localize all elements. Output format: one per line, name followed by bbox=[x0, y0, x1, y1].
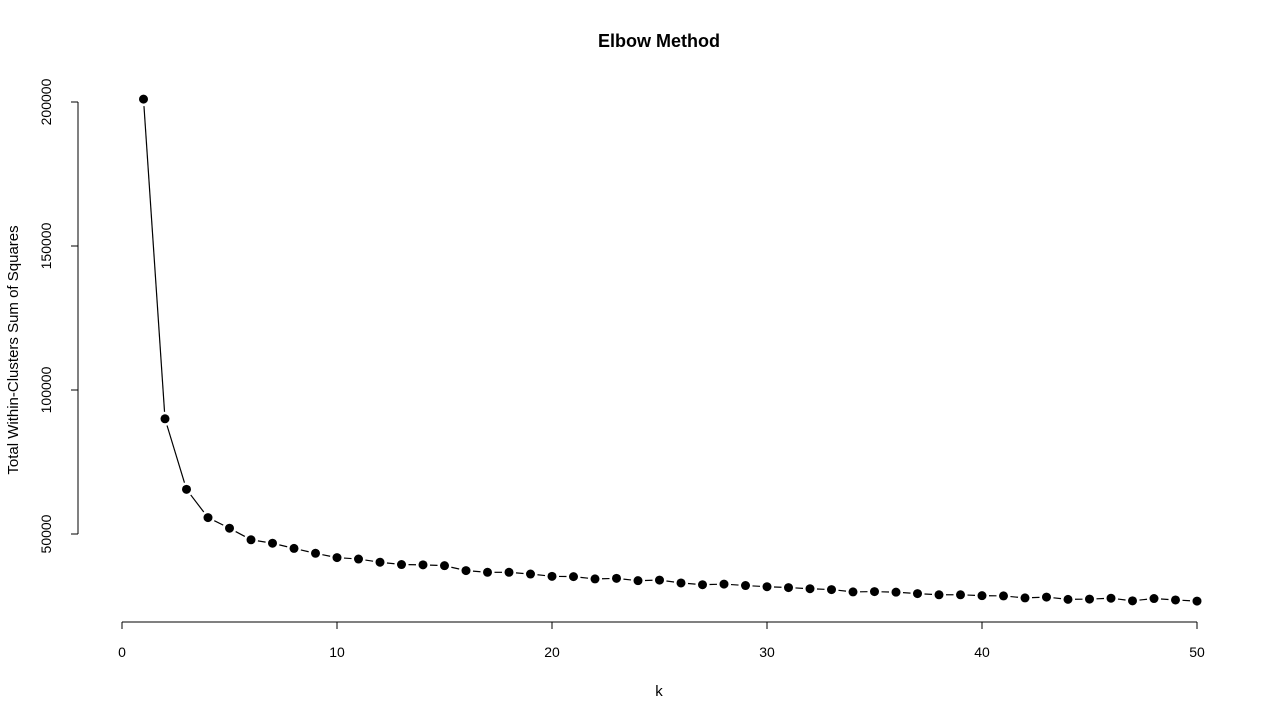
data-point bbox=[719, 579, 729, 589]
series-segment bbox=[386, 562, 395, 565]
data-point bbox=[848, 587, 858, 597]
data-point bbox=[1128, 596, 1137, 606]
data-point bbox=[1106, 593, 1116, 603]
data-point bbox=[784, 583, 793, 593]
data-point bbox=[526, 569, 535, 579]
series-segment bbox=[214, 520, 224, 526]
axes: 0 10 20 30 40 50 50000 100000 150000 200000 bbox=[38, 78, 1205, 660]
data-point bbox=[1063, 594, 1073, 604]
series-segment bbox=[1160, 598, 1169, 601]
series-segment bbox=[190, 494, 205, 513]
data-point bbox=[569, 572, 578, 582]
data-point bbox=[139, 94, 148, 104]
x-tick-label: 30 bbox=[759, 644, 775, 660]
data-point bbox=[891, 587, 901, 597]
data-point bbox=[504, 567, 514, 577]
data-point bbox=[762, 582, 772, 592]
data-point bbox=[590, 574, 600, 584]
data-point bbox=[612, 573, 621, 583]
data-point bbox=[289, 543, 299, 553]
data-point bbox=[418, 560, 428, 570]
series-segment bbox=[623, 578, 632, 581]
data-point bbox=[160, 414, 170, 424]
series-segment bbox=[730, 583, 739, 586]
series-segment bbox=[838, 589, 847, 592]
series-points bbox=[139, 94, 1202, 606]
series-segment bbox=[143, 106, 166, 412]
data-point bbox=[268, 538, 277, 548]
series-segment bbox=[687, 582, 696, 585]
series-segment bbox=[1010, 595, 1019, 598]
x-tick-label: 40 bbox=[974, 644, 990, 660]
data-point bbox=[913, 589, 922, 599]
series-segment bbox=[666, 580, 675, 583]
series-segment bbox=[235, 531, 246, 537]
series-segment bbox=[1053, 597, 1062, 600]
series-segment bbox=[537, 574, 546, 577]
series-segment bbox=[300, 549, 309, 553]
x-tick-label: 0 bbox=[118, 644, 126, 660]
series-segment bbox=[322, 554, 331, 557]
series-segment bbox=[580, 576, 589, 579]
chart-title: Elbow Method bbox=[598, 31, 720, 51]
x-tick-label: 10 bbox=[329, 644, 345, 660]
data-point bbox=[203, 513, 213, 523]
data-point bbox=[1085, 594, 1094, 604]
series-segment bbox=[279, 544, 288, 548]
data-point bbox=[655, 575, 664, 585]
data-point bbox=[1192, 596, 1202, 606]
x-axis-label: k bbox=[655, 683, 663, 700]
data-point bbox=[1149, 594, 1159, 604]
series-line bbox=[143, 106, 1191, 602]
data-point bbox=[225, 523, 234, 533]
data-point bbox=[870, 587, 879, 597]
data-point bbox=[633, 576, 643, 586]
data-point bbox=[676, 578, 686, 588]
series-segment bbox=[343, 557, 352, 560]
data-point bbox=[827, 585, 836, 595]
series-segment bbox=[515, 572, 524, 575]
data-point bbox=[332, 553, 342, 563]
data-point bbox=[483, 567, 492, 577]
x-tick-label: 50 bbox=[1189, 644, 1205, 660]
series-segment bbox=[451, 566, 460, 570]
data-point bbox=[182, 484, 191, 494]
y-axis-label: Total Within-Clusters Sum of Squares bbox=[5, 225, 22, 474]
series-segment bbox=[166, 425, 186, 483]
data-point bbox=[547, 571, 557, 581]
y-tick-label: 200000 bbox=[38, 78, 54, 125]
y-tick-label: 100000 bbox=[38, 366, 54, 413]
data-point bbox=[440, 561, 449, 571]
data-point bbox=[698, 580, 707, 590]
data-point bbox=[805, 584, 815, 594]
data-point bbox=[999, 591, 1008, 601]
data-point bbox=[461, 566, 471, 576]
data-point bbox=[741, 581, 750, 591]
series-segment bbox=[1117, 598, 1126, 601]
data-point bbox=[397, 560, 406, 570]
y-tick-label: 50000 bbox=[38, 514, 54, 553]
x-tick-label: 20 bbox=[544, 644, 560, 660]
data-point bbox=[1042, 592, 1051, 602]
series-segment bbox=[257, 540, 266, 543]
data-point bbox=[311, 548, 320, 558]
series-segment bbox=[472, 570, 481, 573]
data-point bbox=[934, 590, 944, 600]
data-point bbox=[375, 557, 385, 567]
series-segment bbox=[902, 592, 911, 594]
series-segment bbox=[1139, 598, 1148, 601]
y-tick-label: 150000 bbox=[38, 222, 54, 269]
data-point bbox=[354, 554, 363, 564]
data-point bbox=[246, 535, 256, 545]
data-point bbox=[1171, 595, 1180, 605]
series-segment bbox=[365, 559, 374, 562]
data-point bbox=[1020, 593, 1030, 603]
data-point bbox=[956, 590, 965, 600]
data-point bbox=[977, 591, 987, 601]
